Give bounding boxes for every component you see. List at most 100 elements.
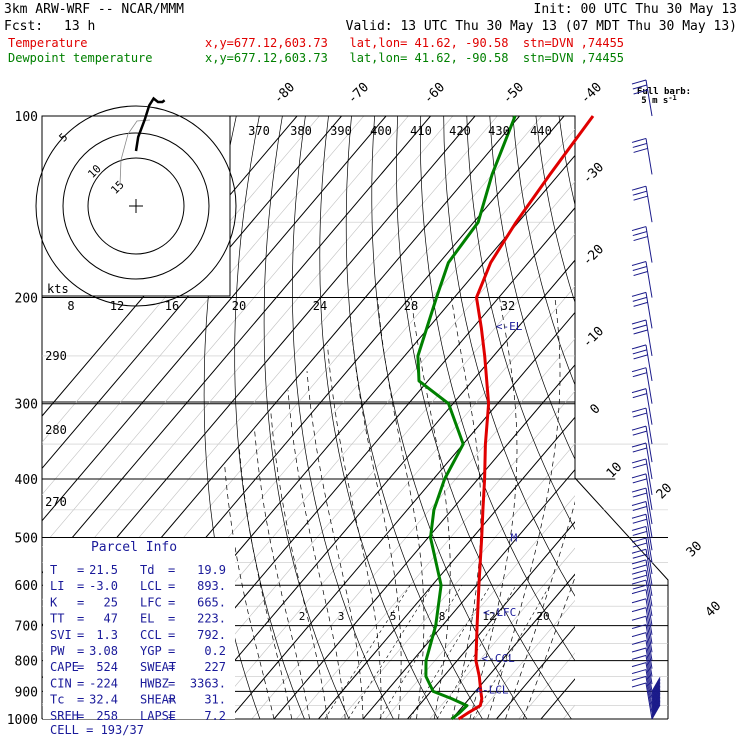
isotherm-minor-line xyxy=(474,600,575,719)
wind-barb-low xyxy=(651,678,661,694)
theta-label: 390 xyxy=(330,124,352,138)
mixing-ratio-label: 12 xyxy=(482,610,495,623)
wind-barb-flag xyxy=(631,639,647,645)
parcel-eq: = xyxy=(77,595,84,609)
theta-label: 410 xyxy=(410,124,432,138)
wind-barb-staff xyxy=(645,549,653,586)
parcel-value: 665. xyxy=(197,595,226,609)
isotherm-minor-line xyxy=(42,116,365,496)
wind-barb-low xyxy=(651,681,661,696)
moist-adiabat-line xyxy=(350,316,402,719)
wind-barb-staff xyxy=(645,344,653,381)
wind-barb-staff xyxy=(645,319,653,357)
wind-barb-flag xyxy=(631,513,647,519)
dry-adiabat-line xyxy=(292,116,394,719)
wind-barb-flag xyxy=(633,301,648,307)
wind-barb-low xyxy=(651,700,661,716)
wind-barb-flag xyxy=(631,624,647,630)
wind-barb-flag xyxy=(633,195,648,201)
wind-barb-staff xyxy=(645,186,653,223)
wind-barb-staff xyxy=(645,458,653,496)
parcel-value: 7.2 xyxy=(204,709,226,723)
theta-label: 430 xyxy=(488,124,510,138)
wind-barb-flag xyxy=(632,372,647,378)
wind-barb-low xyxy=(651,685,661,701)
wind-barb-staff xyxy=(645,682,653,720)
temperature-label: -10 xyxy=(580,324,607,351)
wind-barb-staff xyxy=(645,388,653,425)
temperature-label: 40 xyxy=(703,599,725,621)
wind-barb-low xyxy=(651,695,661,710)
model-title: 3km ARW-WRF -- NCAR/MMM xyxy=(4,2,184,17)
wind-barb-staff xyxy=(645,598,653,635)
parcel-key: Td xyxy=(140,563,154,577)
wind-barb-staff xyxy=(645,559,653,596)
wind-barb-flag xyxy=(632,518,647,524)
isotherm-minor-line xyxy=(42,116,320,443)
temperature-label: 20 xyxy=(654,481,676,503)
dry-adiabat-line xyxy=(535,116,575,304)
pressure-label: 300 xyxy=(15,398,38,413)
legend-dewpoint: Dewpoint temperature xyxy=(8,51,153,65)
dry-adiabat-line xyxy=(420,116,575,662)
isotherm-minor-line xyxy=(251,338,575,719)
isotherm-line xyxy=(540,678,575,719)
plot-right-edge xyxy=(574,402,669,719)
pressure-label: 1000 xyxy=(7,713,38,728)
wind-barb-staff xyxy=(645,487,653,525)
wind-barb-flag xyxy=(632,574,647,580)
parcel-value: 21.5 xyxy=(89,563,118,577)
moist-adiabat-line xyxy=(238,447,293,719)
isotherm-line xyxy=(451,573,575,719)
parcel-key: PW xyxy=(50,644,65,658)
wind-barb-flag xyxy=(631,367,647,373)
temperature-label: -40 xyxy=(578,80,605,107)
wind-barb-flag xyxy=(632,430,647,436)
parcel-key: LAPSE xyxy=(140,709,176,723)
wind-barb-staff xyxy=(645,407,653,445)
dry-adiabat-line xyxy=(489,116,575,461)
wind-barb-flag xyxy=(633,147,648,153)
parcel-key: Tc xyxy=(50,693,64,707)
wind-barb-low xyxy=(651,691,661,706)
wind-barb-low xyxy=(651,696,661,712)
mixing-ratio-label: 3 xyxy=(338,610,345,623)
parcel-key: SWEAT xyxy=(140,660,176,674)
mixing-ratio-line xyxy=(409,585,491,719)
theta-left-label: 280 xyxy=(45,423,67,437)
fcst-value: 13 h xyxy=(64,19,95,34)
wind-barb-flag xyxy=(632,324,647,330)
parcel-key: CAPE xyxy=(50,660,79,674)
wind-barb-flag xyxy=(631,537,647,543)
temperature-label: 10 xyxy=(604,460,626,482)
level-marker: <-EL xyxy=(496,320,523,333)
wind-barb-staff xyxy=(645,514,653,551)
wind-barb-staff xyxy=(645,616,653,653)
hodograph-ring xyxy=(62,132,210,280)
wind-barb-flag xyxy=(631,669,647,675)
legend-dewpoint-info: x,y=677.12,603.73 lat,lon= 41.62, -90.58… xyxy=(205,51,624,65)
wind-barb-flag xyxy=(631,226,647,232)
wind-barb-flag xyxy=(632,349,647,355)
moist-adiabat-line xyxy=(327,345,382,719)
wind-barb-flag xyxy=(631,137,647,143)
speed-tick-label: 20 xyxy=(232,299,246,313)
wind-barb-flag xyxy=(631,344,647,350)
dry-adiabat-line xyxy=(605,116,740,719)
legend-temperature-info: x,y=677.12,603.73 lat,lon= 41.62, -90.58… xyxy=(205,36,624,50)
temperature-label: 30 xyxy=(684,539,706,561)
level-marker: <-LFC xyxy=(483,606,516,619)
wind-barb-flag xyxy=(632,542,647,548)
wind-barb-staff xyxy=(645,537,653,575)
parcel-value: 1.3 xyxy=(96,628,118,642)
pressure-label: 800 xyxy=(15,655,38,670)
parcel-key: LCL xyxy=(140,579,162,593)
parcel-eq: = xyxy=(168,693,175,707)
wind-barb-staff xyxy=(645,662,653,699)
wind-barb-flag xyxy=(633,89,648,95)
parcel-key: T xyxy=(50,563,57,577)
theta-left-label: 290 xyxy=(45,349,67,363)
theta-label: 380 xyxy=(290,124,312,138)
wind-barb-flag xyxy=(631,407,647,413)
wind-barb-low xyxy=(651,698,661,713)
